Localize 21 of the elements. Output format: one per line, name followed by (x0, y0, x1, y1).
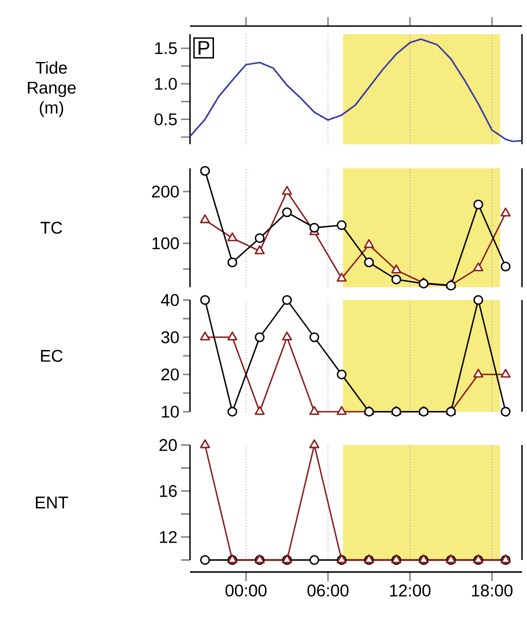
y-tick-label: 30 (161, 331, 179, 344)
y-axis-title: TC (40, 222, 62, 234)
y-tick-label: 40 (161, 294, 179, 306)
y-tick-label: 16 (160, 485, 177, 498)
y-tick-label: 0.5 (154, 113, 177, 126)
y-tick-label: 20 (162, 368, 179, 380)
x-tick-label: 06:00 (307, 584, 349, 597)
y-axis-title: ENT (36, 496, 68, 508)
y-axis-title: EC (41, 350, 63, 362)
y-axis-title: Tide Range (m) (28, 61, 76, 117)
annotation: P (198, 41, 210, 55)
y-tick-label: 20 (160, 439, 177, 452)
y-tick-label: 100 (152, 237, 179, 250)
y-tick-label: 1.0 (155, 78, 177, 90)
y-tick-label: 10 (162, 406, 179, 418)
x-tick-label: 18:00 (472, 584, 512, 597)
y-tick-label: 200 (152, 186, 179, 198)
x-tick-label: 12:00 (390, 584, 431, 597)
y-tick-label: 1.5 (155, 42, 177, 54)
x-tick-label: 00:00 (225, 584, 267, 597)
y-tick-label: 12 (160, 531, 177, 543)
